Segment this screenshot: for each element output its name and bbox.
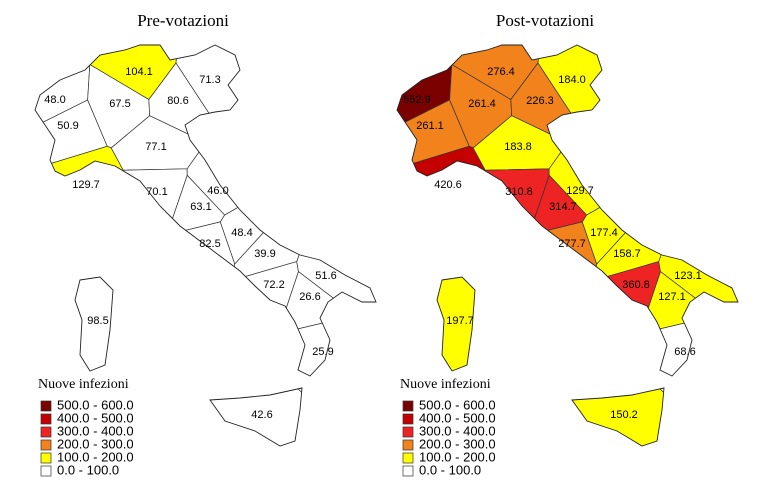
region-value: 50.9 <box>57 120 78 132</box>
map-title: Pre-votazioni <box>137 11 229 30</box>
region-value: 129.7 <box>566 185 594 197</box>
map-pre: Pre-votazioni 48.0 50.9 67.5 104.1 71.3 80.6 12… <box>34 11 377 477</box>
region <box>618 314 738 446</box>
region-value: 71.3 <box>199 74 220 86</box>
region-value: 51.6 <box>315 270 336 282</box>
region-value: 72.2 <box>263 279 284 291</box>
legend-swatch <box>40 426 52 438</box>
region-value: 68.6 <box>674 346 695 358</box>
legend-swatch <box>402 452 414 464</box>
legend-swatch <box>402 400 414 412</box>
region-value: 360.8 <box>622 279 650 291</box>
region-value: 26.6 <box>299 291 320 303</box>
legend-label: 400.0 - 500.0 <box>419 410 496 425</box>
region-value: 158.7 <box>613 248 641 260</box>
legend-swatch <box>402 426 414 438</box>
region <box>482 342 738 446</box>
region-value: 310.8 <box>505 186 533 198</box>
region-value: 104.1 <box>125 66 153 78</box>
region-value: 261.1 <box>416 120 444 132</box>
region-value: 183.8 <box>504 141 532 153</box>
region-value: 127.1 <box>658 291 686 303</box>
legend-title: Nuove infezioni <box>400 377 491 392</box>
region-value: 314.7 <box>549 201 577 213</box>
legend-label: 300.0 - 400.0 <box>57 423 134 438</box>
region-value: 123.1 <box>674 270 702 282</box>
legend-swatch <box>402 413 414 425</box>
region-value: 63.1 <box>190 201 211 213</box>
region-value: 261.4 <box>468 98 496 110</box>
region-value: 150.2 <box>610 409 638 421</box>
region-value: 48.4 <box>231 227 252 239</box>
region-value: 129.7 <box>72 179 100 191</box>
coastline <box>34 44 377 447</box>
legend-label: 100.0 - 200.0 <box>419 449 496 464</box>
legend-label: 100.0 - 200.0 <box>57 449 134 464</box>
legend-label: 500.0 - 600.0 <box>419 397 496 412</box>
region-value: 67.5 <box>109 98 130 110</box>
legend-label: 0.0 - 100.0 <box>57 462 119 477</box>
region-value: 25.9 <box>312 346 333 358</box>
region-value: 277.7 <box>558 238 586 250</box>
region <box>256 314 376 446</box>
region <box>186 124 359 216</box>
region-value: 42.6 <box>251 409 272 421</box>
legend-label: 500.0 - 600.0 <box>57 397 134 412</box>
legend-label: 400.0 - 500.0 <box>57 410 134 425</box>
region-value: 48.0 <box>44 94 65 106</box>
legend-label: 300.0 - 400.0 <box>419 423 496 438</box>
map-title: Post-votazioni <box>496 11 594 30</box>
legend-swatch <box>402 439 414 451</box>
region-value: 420.6 <box>434 179 462 191</box>
legend-label: 0.0 - 100.0 <box>419 462 481 477</box>
region-value: 184.0 <box>558 74 586 86</box>
legend-swatch <box>40 439 52 451</box>
legend-swatch <box>40 400 52 412</box>
region-value: 226.3 <box>526 95 554 107</box>
legend-swatch <box>40 452 52 464</box>
map-post: Post-votazioni 552.9 261.1 261.4 276.4 184.0 2… <box>396 11 739 477</box>
region-value: 70.1 <box>146 186 167 198</box>
region-value: 46.0 <box>207 185 228 197</box>
region <box>120 342 376 446</box>
legend-swatch <box>402 465 414 477</box>
coastline <box>396 44 739 447</box>
legend-swatch <box>40 465 52 477</box>
region-value: 98.5 <box>87 315 108 327</box>
legend-title: Nuove infezioni <box>38 377 129 392</box>
legend-swatch <box>40 413 52 425</box>
region-value: 80.6 <box>167 95 188 107</box>
region-value: 276.4 <box>487 66 515 78</box>
legend-label: 200.0 - 300.0 <box>419 436 496 451</box>
region-value: 197.7 <box>446 315 474 327</box>
region-value: 82.5 <box>199 238 220 250</box>
legend-label: 200.0 - 300.0 <box>57 436 134 451</box>
region-value: 39.9 <box>254 248 275 260</box>
region-value: 552.9 <box>403 94 431 106</box>
region-value: 77.1 <box>145 141 166 153</box>
region-value: 177.4 <box>590 227 618 239</box>
